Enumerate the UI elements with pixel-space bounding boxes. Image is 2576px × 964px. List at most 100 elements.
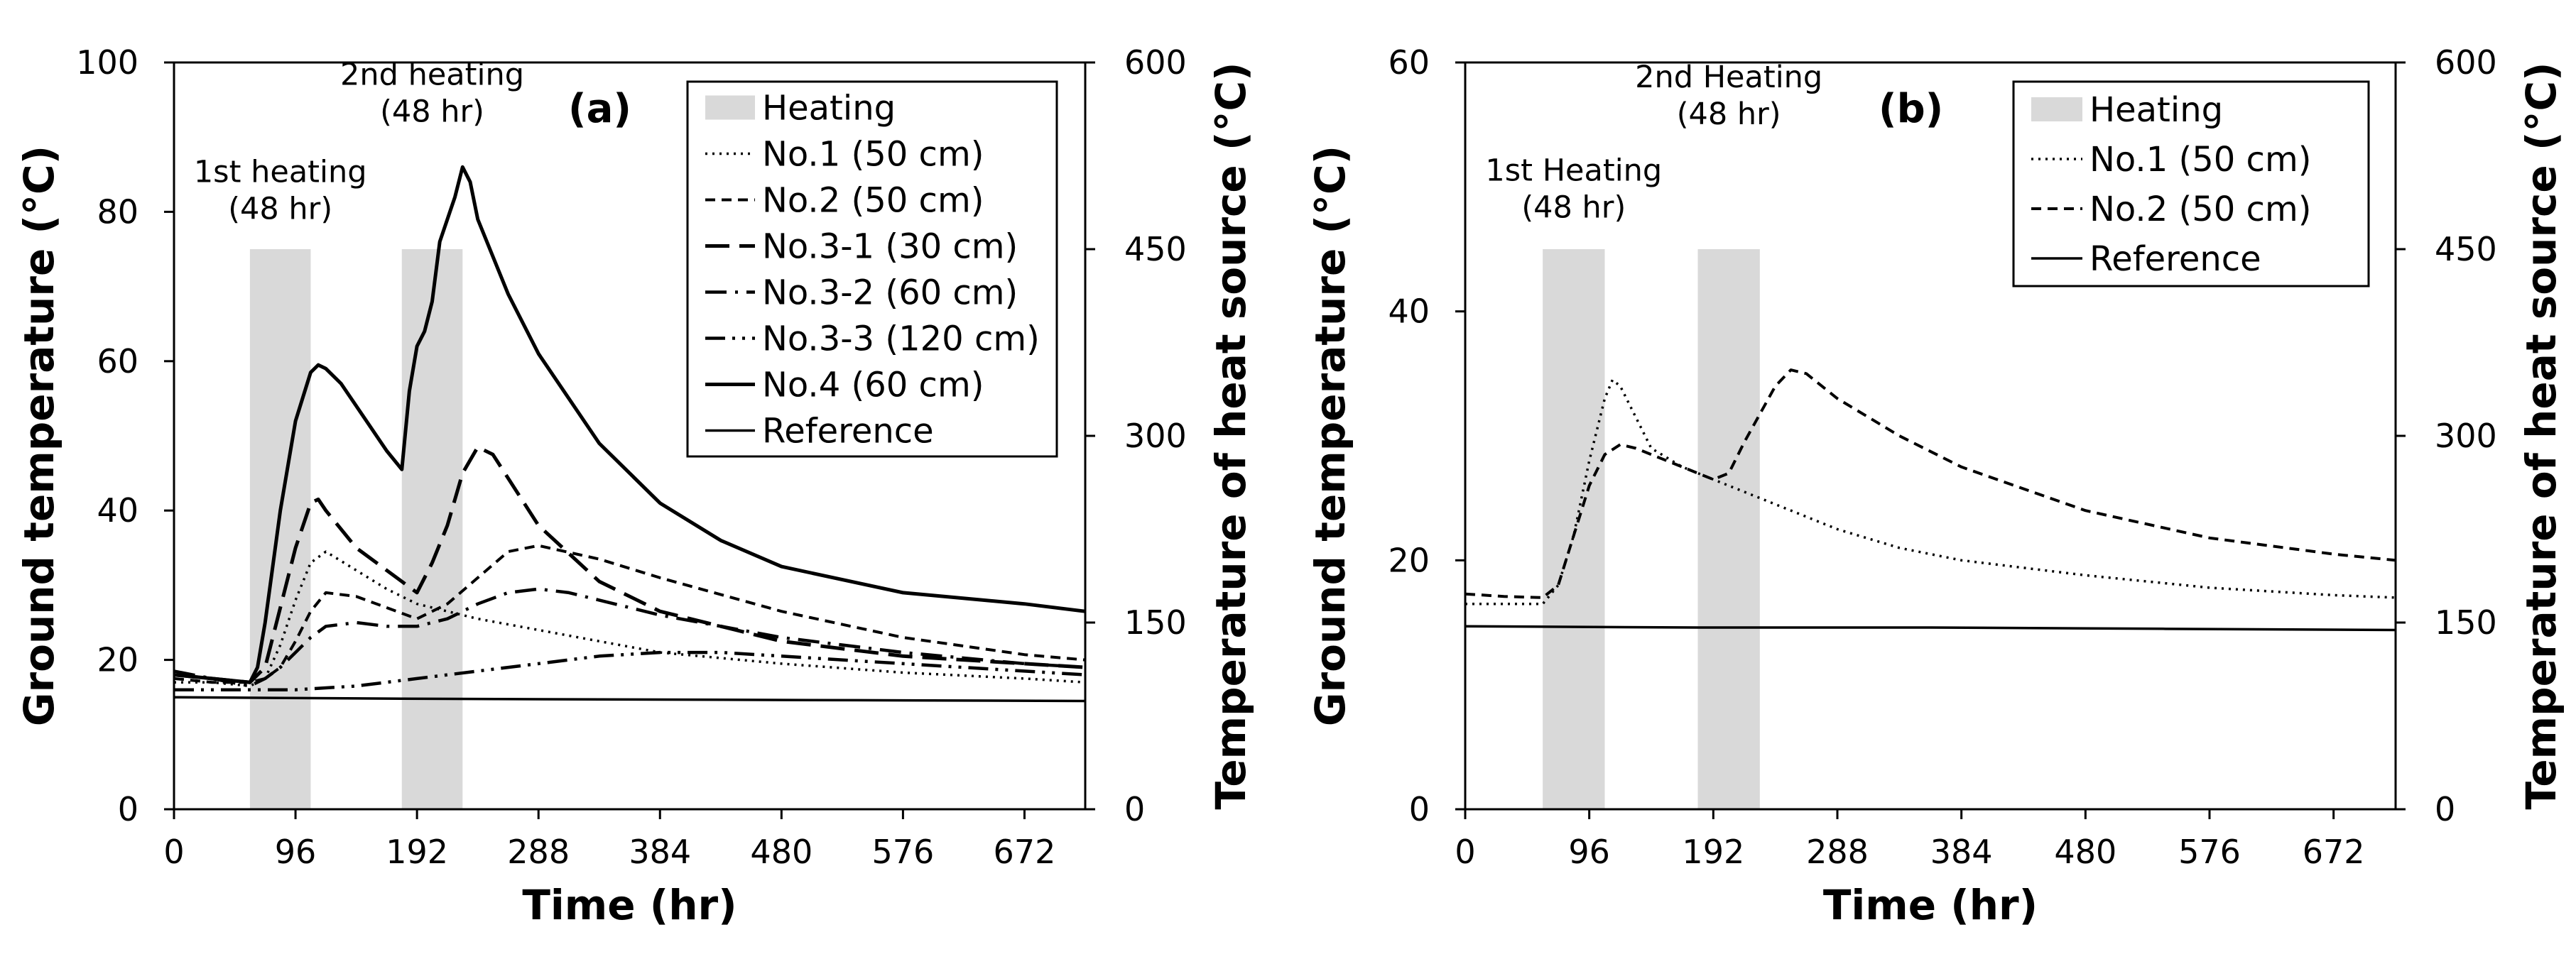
panel-label: (a) [568, 86, 631, 132]
x-tick-label: 672 [2303, 833, 2365, 871]
series-line-no-2-50-cm- [1464, 368, 2396, 599]
legend-label-5: No.3-3 (120 cm) [762, 319, 1040, 359]
x-axis-title: Time (hr) [522, 881, 737, 929]
y2-tick-label: 0 [2435, 790, 2455, 828]
y-tick-label: 0 [1409, 790, 1430, 828]
y2-tick-label: 150 [1124, 603, 1187, 642]
heating-annotation-2: (48 hr) [1677, 97, 1781, 132]
legend-label-3: No.3-1 (30 cm) [762, 227, 1018, 267]
y-tick-label: 40 [1388, 292, 1430, 331]
y2-axis-title: Temperature of heat source (°C) [1207, 62, 1255, 809]
series-line-no-3-1-30-cm- [173, 445, 1086, 684]
x-tick-label: 576 [871, 833, 934, 871]
y-tick-label: 60 [1388, 43, 1430, 82]
y-tick-label: 80 [97, 192, 138, 231]
x-axis-title: Time (hr) [1823, 881, 2038, 929]
y-tick-label: 100 [76, 43, 138, 82]
y2-tick-label: 300 [2435, 417, 2497, 455]
y2-tick-label: 600 [2435, 43, 2497, 82]
series-line-reference [173, 696, 1086, 703]
legend-items: No.1 (50 cm) No.2 (50 cm) Reference [2031, 140, 2311, 279]
legend-heating-swatch [705, 95, 755, 120]
x-tick-label: 480 [2054, 833, 2116, 871]
legend-label-1: No.1 (50 cm) [2089, 140, 2311, 180]
legend-heating-label: Heating [2089, 90, 2223, 130]
x-tick-label: 384 [629, 833, 691, 871]
axis-ticks [164, 61, 1095, 819]
legend-label-6: No.4 (60 cm) [762, 366, 984, 405]
x-tick-label: 480 [750, 833, 813, 871]
y-axis-title: Ground temperature (°C) [1306, 146, 1354, 726]
legend-label-1: No.1 (50 cm) [762, 135, 984, 175]
x-tick-label: 576 [2178, 833, 2241, 871]
x-tick-labels: 0 96 192 288 384 480 576 672 [1455, 833, 2364, 871]
series-lines [173, 165, 1086, 703]
x-tick-label: 288 [1806, 833, 1869, 871]
y2-tick-labels: 0 150 300 450 600 [1124, 43, 1187, 828]
y2-tick-label: 150 [2435, 603, 2497, 642]
legend-label-2: No.2 (50 cm) [762, 181, 984, 221]
y2-tick-label: 600 [1124, 43, 1187, 82]
y2-tick-label: 450 [2435, 230, 2497, 268]
legend: Heating No.1 (50 cm) No.2 (50 cm) No.3-1 (… [686, 80, 1058, 458]
y-tick-label: 20 [97, 641, 138, 679]
legend-items: No.1 (50 cm) No.2 (50 cm) No.3-1 (30 cm) No… [705, 135, 1040, 451]
x-tick-label: 384 [1930, 833, 1993, 871]
y2-axis-title: Temperature of heat source (°C) [2517, 62, 2565, 809]
x-tick-label: 288 [507, 833, 570, 871]
series-line-no-2-50-cm- [173, 544, 1086, 684]
x-tick-label: 672 [994, 833, 1056, 871]
series-line-no-3-3-120-cm- [174, 650, 1086, 691]
y2-tick-label: 0 [1124, 790, 1145, 828]
legend-heating-swatch [2031, 97, 2082, 121]
y-tick-label: 40 [97, 491, 138, 530]
chart-panel-a: 0 96 192 288 384 480 576 672 0 20 40 60 80 100 0 150 3… [15, 43, 1255, 929]
y-tick-labels: 0 20 40 60 [1388, 43, 1430, 828]
y-tick-label: 60 [97, 342, 138, 380]
heating-band-1 [1543, 249, 1605, 809]
y2-tick-labels: 0 150 300 450 600 [2435, 43, 2497, 828]
panel-label: (b) [1879, 86, 1943, 132]
heating-annotation-2: 2nd heating [340, 57, 524, 93]
legend-box [686, 80, 1058, 458]
x-tick-label: 0 [163, 833, 184, 871]
series-line-no-3-2-60-cm- [173, 587, 1086, 688]
heating-annotation-2: (48 hr) [380, 94, 484, 130]
plot-frame [173, 61, 1087, 811]
y2-tick-label: 300 [1124, 417, 1187, 455]
y2-tick-label: 450 [1124, 230, 1187, 268]
series-line-reference [1464, 625, 2396, 632]
heating-bands [249, 249, 463, 809]
x-tick-label: 192 [1682, 833, 1744, 871]
heating-annotation-1: (48 hr) [228, 191, 332, 226]
legend-label-2: No.2 (50 cm) [2089, 190, 2311, 229]
legend-label-4: No.3-2 (60 cm) [762, 273, 1018, 313]
series-line-no-4-60-cm- [173, 165, 1086, 684]
series-lines [1464, 368, 2396, 632]
y-axis-title: Ground temperature (°C) [15, 146, 63, 726]
heating-annotation-1: (48 hr) [1521, 190, 1626, 226]
y-tick-label: 20 [1388, 541, 1430, 579]
chart-panel-b: 0 96 192 288 384 480 576 672 0 20 40 60 0 150 300 450… [1306, 43, 2565, 929]
heating-band-2 [401, 249, 463, 809]
legend-heating-label: Heating [762, 89, 896, 128]
heating-annotations: 1st Heating(48 hr)2nd Heating(48 hr) [1485, 60, 1822, 226]
plot-frame [1464, 61, 2397, 811]
y-tick-labels: 0 20 40 60 80 100 [76, 43, 138, 828]
heating-annotation-1: 1st Heating [1485, 153, 1662, 189]
x-tick-label: 96 [275, 833, 317, 871]
x-tick-labels: 0 96 192 288 384 480 576 672 [163, 833, 1055, 871]
x-tick-label: 192 [386, 833, 448, 871]
heating-bands [1543, 249, 1760, 809]
heating-annotation-2: 2nd Heating [1635, 60, 1822, 95]
heating-annotation-1: 1st heating [194, 154, 367, 190]
x-tick-label: 0 [1455, 833, 1475, 871]
x-tick-label: 96 [1568, 833, 1610, 871]
axis-ticks [1455, 61, 2406, 819]
legend: Heating No.1 (50 cm) No.2 (50 cm) Referenc… [2012, 80, 2370, 287]
heating-band-2 [1697, 249, 1760, 809]
y-tick-label: 0 [118, 790, 138, 828]
legend-label-7: Reference [762, 412, 934, 451]
legend-label-3: Reference [2089, 239, 2261, 279]
